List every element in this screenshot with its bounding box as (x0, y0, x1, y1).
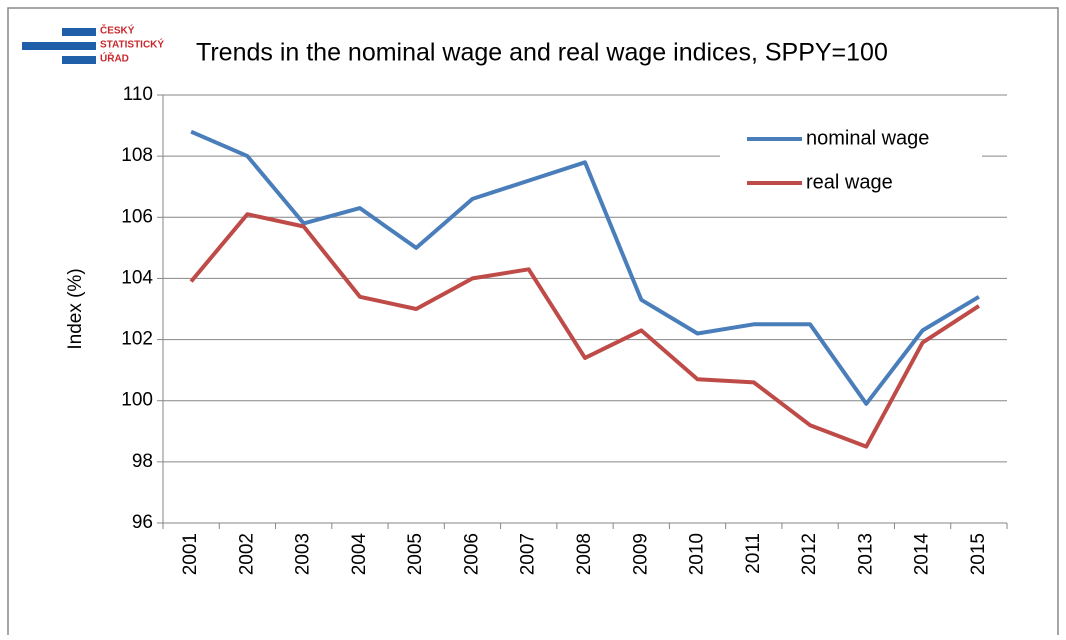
x-tick-label: 2001 (180, 533, 201, 575)
legend-label: nominal wage (806, 127, 929, 149)
x-tick-label: 2013 (855, 533, 876, 575)
legend-label: real wage (806, 171, 893, 193)
logo-text: ČESKÝ (100, 24, 135, 37)
y-tick-label: 110 (123, 84, 153, 105)
logo-text: STATISTICKÝ (100, 38, 164, 51)
y-tick-label: 102 (121, 329, 153, 350)
x-tick-label: 2007 (518, 533, 539, 575)
y-axis-label: Index (%) (65, 268, 86, 349)
x-tick-label: 2006 (461, 533, 482, 575)
logo-text: ÚŘAD (100, 52, 129, 65)
logo: ČESKÝ STATISTICKÝ ÚŘAD (22, 24, 164, 65)
line (190, 129, 980, 406)
x-tick-label: 2015 (968, 533, 989, 575)
y-tick-label: 104 (121, 267, 153, 288)
line (189, 212, 980, 449)
x-tick-label: 2009 (630, 533, 651, 575)
x-tick-label: 2002 (236, 533, 257, 575)
y-tick-label: 100 (121, 390, 153, 411)
logo-stripe (62, 56, 96, 64)
x-tick-label: 2005 (405, 533, 426, 575)
logo-stripe (62, 28, 96, 36)
x-tick-label: 2003 (293, 533, 314, 575)
logo-stripe (22, 42, 96, 50)
x-tick-label: 2010 (687, 533, 708, 575)
y-tick-label: 108 (121, 145, 153, 166)
y-tick-label: 96 (132, 512, 153, 533)
x-tick-label: 2012 (799, 533, 820, 575)
y-tick-label: 98 (132, 451, 153, 472)
x-tick-label: 2004 (349, 533, 370, 576)
y-tick-label: 106 (121, 206, 153, 227)
x-tick-label: 2014 (912, 533, 933, 576)
x-tick-label: 2008 (574, 533, 595, 575)
chart-border (7, 7, 1059, 640)
x-tick-label: 2011 (743, 533, 764, 574)
chart-title: Trends in the nominal wage and real wage… (196, 39, 888, 67)
